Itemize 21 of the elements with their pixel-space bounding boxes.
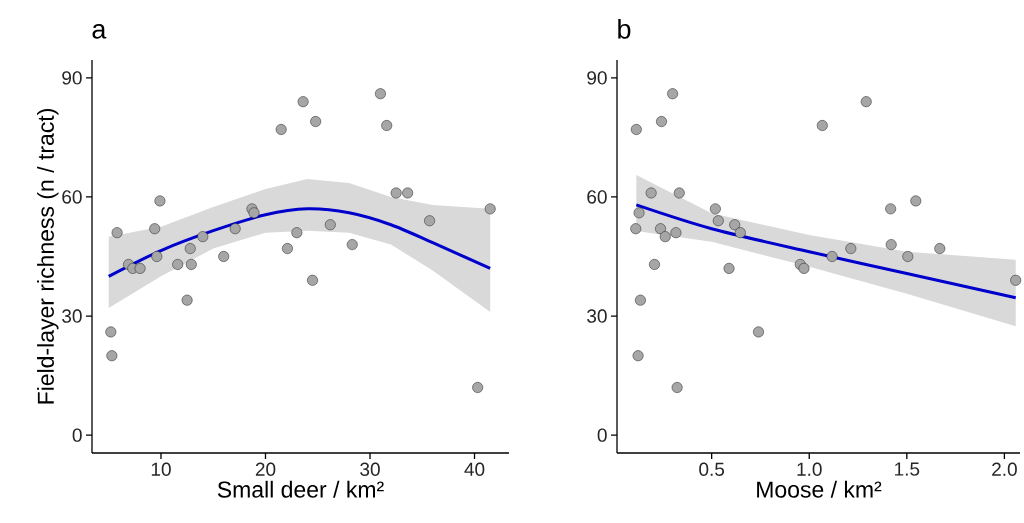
y-tick-label: 0: [597, 428, 607, 442]
chart-title: a: [92, 23, 107, 39]
x-tick-label: 1.5: [895, 462, 920, 476]
x-tick-label: 20: [255, 462, 276, 476]
chart-title: b: [618, 18, 631, 39]
x-tick-label: 2.0: [992, 462, 1017, 476]
y-tick-label: 90: [62, 71, 82, 85]
y-axis-title: Field-layer richness (n / tract): [37, 109, 59, 404]
x-axis-title: Small deer / km²: [217, 480, 384, 498]
x-tick-label: 40: [464, 462, 485, 476]
x-axis-title: Moose / km²: [757, 480, 882, 498]
y-tick-label: 60: [62, 190, 82, 204]
x-tick-label: 10: [151, 462, 171, 476]
y-tick-label: 30: [587, 309, 607, 323]
x-tick-label: 1.0: [797, 462, 822, 476]
y-tick-label: 60: [587, 190, 607, 204]
x-tick-label: 30: [360, 462, 380, 476]
x-tick-label: 0.5: [699, 462, 725, 476]
y-tick-label: 30: [62, 309, 82, 323]
y-tick-label: 90: [587, 71, 607, 85]
y-tick-label: 0: [72, 428, 82, 442]
